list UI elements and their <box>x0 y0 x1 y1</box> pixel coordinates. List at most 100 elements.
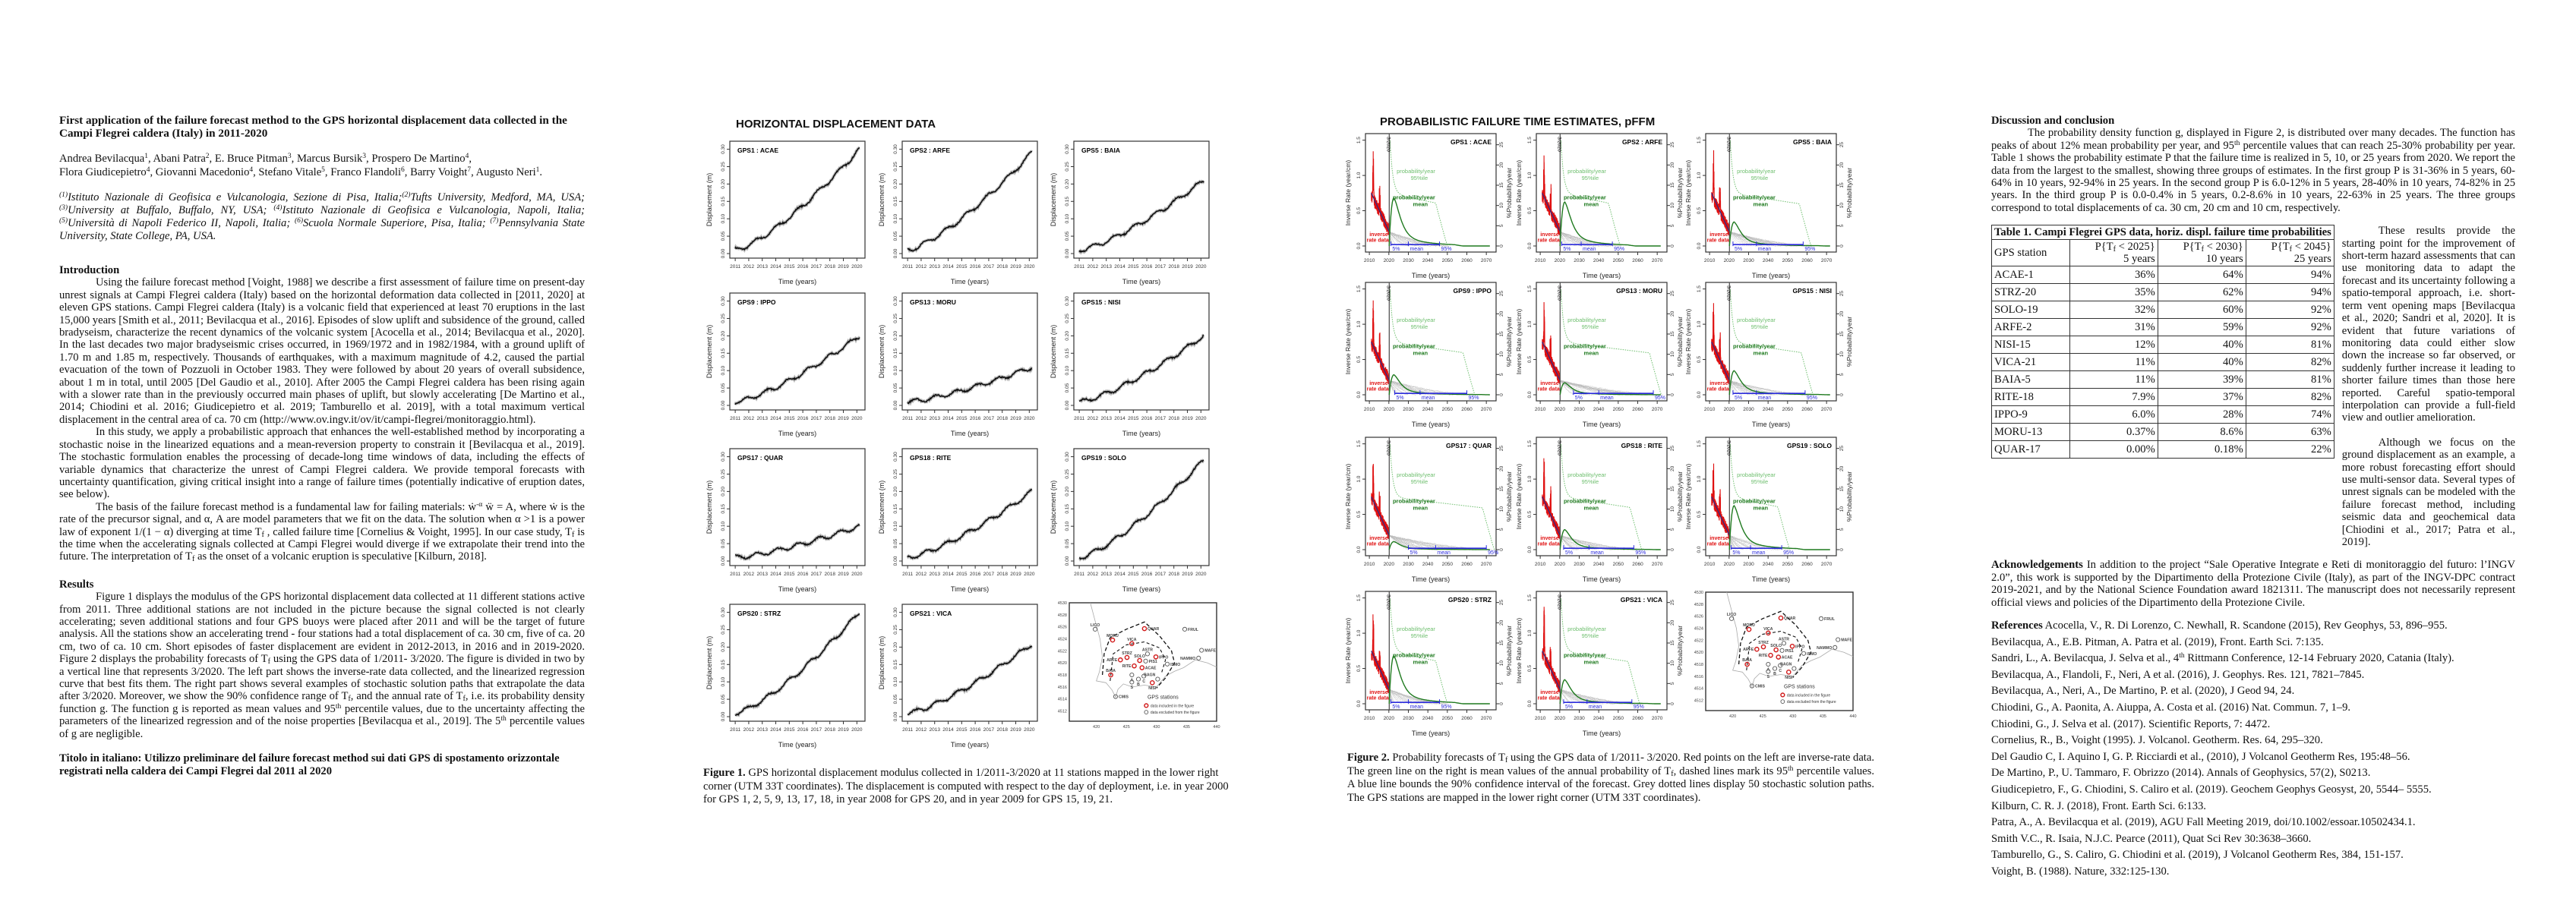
x-tick-label: 2015 <box>784 416 795 421</box>
x-tick-label: 2017 <box>983 264 995 270</box>
y-tick-label: 0.05 <box>1065 383 1070 392</box>
x-tick-label: 2060 <box>1461 716 1473 721</box>
ci-label: 5% <box>1565 705 1573 710</box>
y-tick-label: 0.05 <box>721 694 726 704</box>
ci-label: 95% <box>1807 396 1817 401</box>
panel-title: GPS20 : STRZ <box>1448 596 1492 604</box>
stochastic-path <box>1389 689 1433 705</box>
inverse-rate-label: inverse <box>1540 381 1559 386</box>
y-right-tick-label: 15 <box>1499 486 1504 492</box>
x-tick-label: 2016 <box>797 572 809 577</box>
panel-title: GPS21 : VICA <box>1621 596 1662 604</box>
x-tick-label: 2014 <box>770 727 781 733</box>
x-tick-label: 2040 <box>1593 716 1605 721</box>
y-tick-label: 0.10 <box>721 365 726 375</box>
y-right-tick-label: 0 <box>1499 548 1504 551</box>
stochastic-path <box>1560 535 1640 550</box>
x-tick-label: 2012 <box>916 416 927 421</box>
gps-station-marker <box>1113 694 1119 699</box>
ci-label: mean <box>1410 247 1423 252</box>
regression-line <box>1371 651 1390 690</box>
y-tick-label: 0.00 <box>721 248 726 258</box>
probability-cell: 59% <box>2157 318 2246 337</box>
stochastic-path <box>1560 534 1643 550</box>
x-tick-label: 2016 <box>970 727 981 733</box>
stochastic-path <box>1560 534 1580 550</box>
plot-frame <box>1073 292 1210 411</box>
gps-station-marker <box>1108 672 1113 678</box>
plot-frame <box>1536 591 1668 711</box>
discussion-paragraph: Although we focus on the ground displace… <box>2341 436 2515 548</box>
y-right-tick-label: 10 <box>1499 203 1504 209</box>
gps-station-marker <box>1833 645 1838 650</box>
x-tick-label: 2016 <box>970 264 981 270</box>
gps-station-label: S <box>1131 686 1134 690</box>
y-tick-label: 0.15 <box>721 348 726 358</box>
x-tick-label: 2010 <box>1535 258 1546 263</box>
displacement-curve <box>734 613 860 717</box>
inverse-rate-label: rate data <box>1707 541 1729 547</box>
x-tick-label: 2020 <box>1384 258 1395 263</box>
y-tick-label: 0.30 <box>1065 296 1070 306</box>
ci-label: mean <box>1437 550 1451 556</box>
x-tick-label: 2020 <box>851 264 863 270</box>
y-right-tick-label: 0 <box>1839 244 1845 247</box>
y-tick-label: 0.5 <box>1356 665 1362 672</box>
map-y-tick-label: 4522 <box>1694 638 1703 643</box>
stochastic-path <box>1560 534 1574 550</box>
y-tick-label: 0.15 <box>1065 504 1070 514</box>
gps-station-label: NISI <box>1148 686 1157 691</box>
x-tick-label: 2015 <box>784 727 795 733</box>
failure-forecast-panel: 2010 2020 2030 2040 2050 2060 2070 0.0 0.5 1.0 1.5… <box>1514 279 1685 431</box>
y-right-tick-label: 25 <box>1670 291 1675 297</box>
panel-title: GPS19 : SOLO <box>1787 442 1832 449</box>
inverse-rate-label: inverse <box>1369 536 1388 541</box>
results-paragraph: Figure 1 displays the modulus of the GPS… <box>59 591 585 740</box>
y-right-tick-label: 0 <box>1499 702 1504 705</box>
station-cell: ACAE-1 <box>1991 266 2070 285</box>
failure-forecast-panel: 2010 2020 2030 2040 2050 2060 2070 0.0 0.5 1.0 1.5… <box>1514 434 1685 586</box>
y-tick-label: 0.15 <box>1065 348 1070 358</box>
author-list: Andrea Bevilacqua1, Abani Patra2, E. Bru… <box>59 153 543 178</box>
stochastic-path <box>1729 380 1808 396</box>
probability-95-percentile-curve <box>1560 140 1621 247</box>
probability-95-percentile-curve <box>1389 140 1448 247</box>
x-tick-label: 2060 <box>1461 407 1473 412</box>
map-y-tick-label: 4520 <box>1058 661 1067 666</box>
reference-item: Cornelius, R., B., Voight (1995). J. Vol… <box>1991 734 2323 747</box>
y-tick-label: 0.5 <box>1527 665 1533 672</box>
y-tick-label: 0.00 <box>1065 248 1070 258</box>
p95-label: probability/year <box>1567 471 1606 478</box>
x-tick-label: 2050 <box>1442 716 1454 721</box>
mean-label: mean <box>1413 201 1428 208</box>
x-tick-label: 2019 <box>838 572 849 577</box>
y-axis-label: Displacement (m) <box>878 173 886 227</box>
p95-label: 95%ile <box>1582 478 1599 485</box>
gps-station-marker <box>1836 637 1841 642</box>
stochastic-path <box>1389 380 1399 395</box>
figure2-caption-label: Figure 2. <box>1347 752 1390 764</box>
inverse-rate-data <box>1371 151 1390 236</box>
intro-paragraph: The basis of the failure forecast method… <box>59 500 585 564</box>
x-tick-label: 2030 <box>1403 562 1414 567</box>
intro-paragraph: In this study, we apply a probabilistic … <box>59 426 585 501</box>
stochastic-path <box>1560 689 1564 701</box>
y-right-tick-label: 25 <box>1839 446 1845 452</box>
x-tick-label: 2010 <box>1535 562 1546 567</box>
station-cell: BAIA-5 <box>1991 370 2070 389</box>
x-tick-label: 2060 <box>1801 562 1813 567</box>
gps-station-label: NISI <box>1785 676 1793 680</box>
stochastic-path <box>1560 689 1615 705</box>
stochastic-path <box>1389 232 1422 247</box>
table1-header-station: GPS station <box>1991 239 2070 267</box>
y-tick-label: 0.10 <box>893 365 898 375</box>
figure1-caption: Figure 1. GPS horizontal displacement mo… <box>703 767 1235 807</box>
y-tick-label: 1.5 <box>1697 440 1702 447</box>
x-tick-label: 2030 <box>1574 562 1585 567</box>
stochastic-path <box>1729 535 1747 550</box>
gps-station-label: ACAE <box>1782 656 1793 660</box>
x-tick-label: 2070 <box>1481 407 1492 412</box>
y-right-tick-label: 20 <box>1670 162 1675 168</box>
x-tick-label: 2018 <box>996 416 1008 421</box>
y-right-tick-label: 5 <box>1499 528 1504 531</box>
